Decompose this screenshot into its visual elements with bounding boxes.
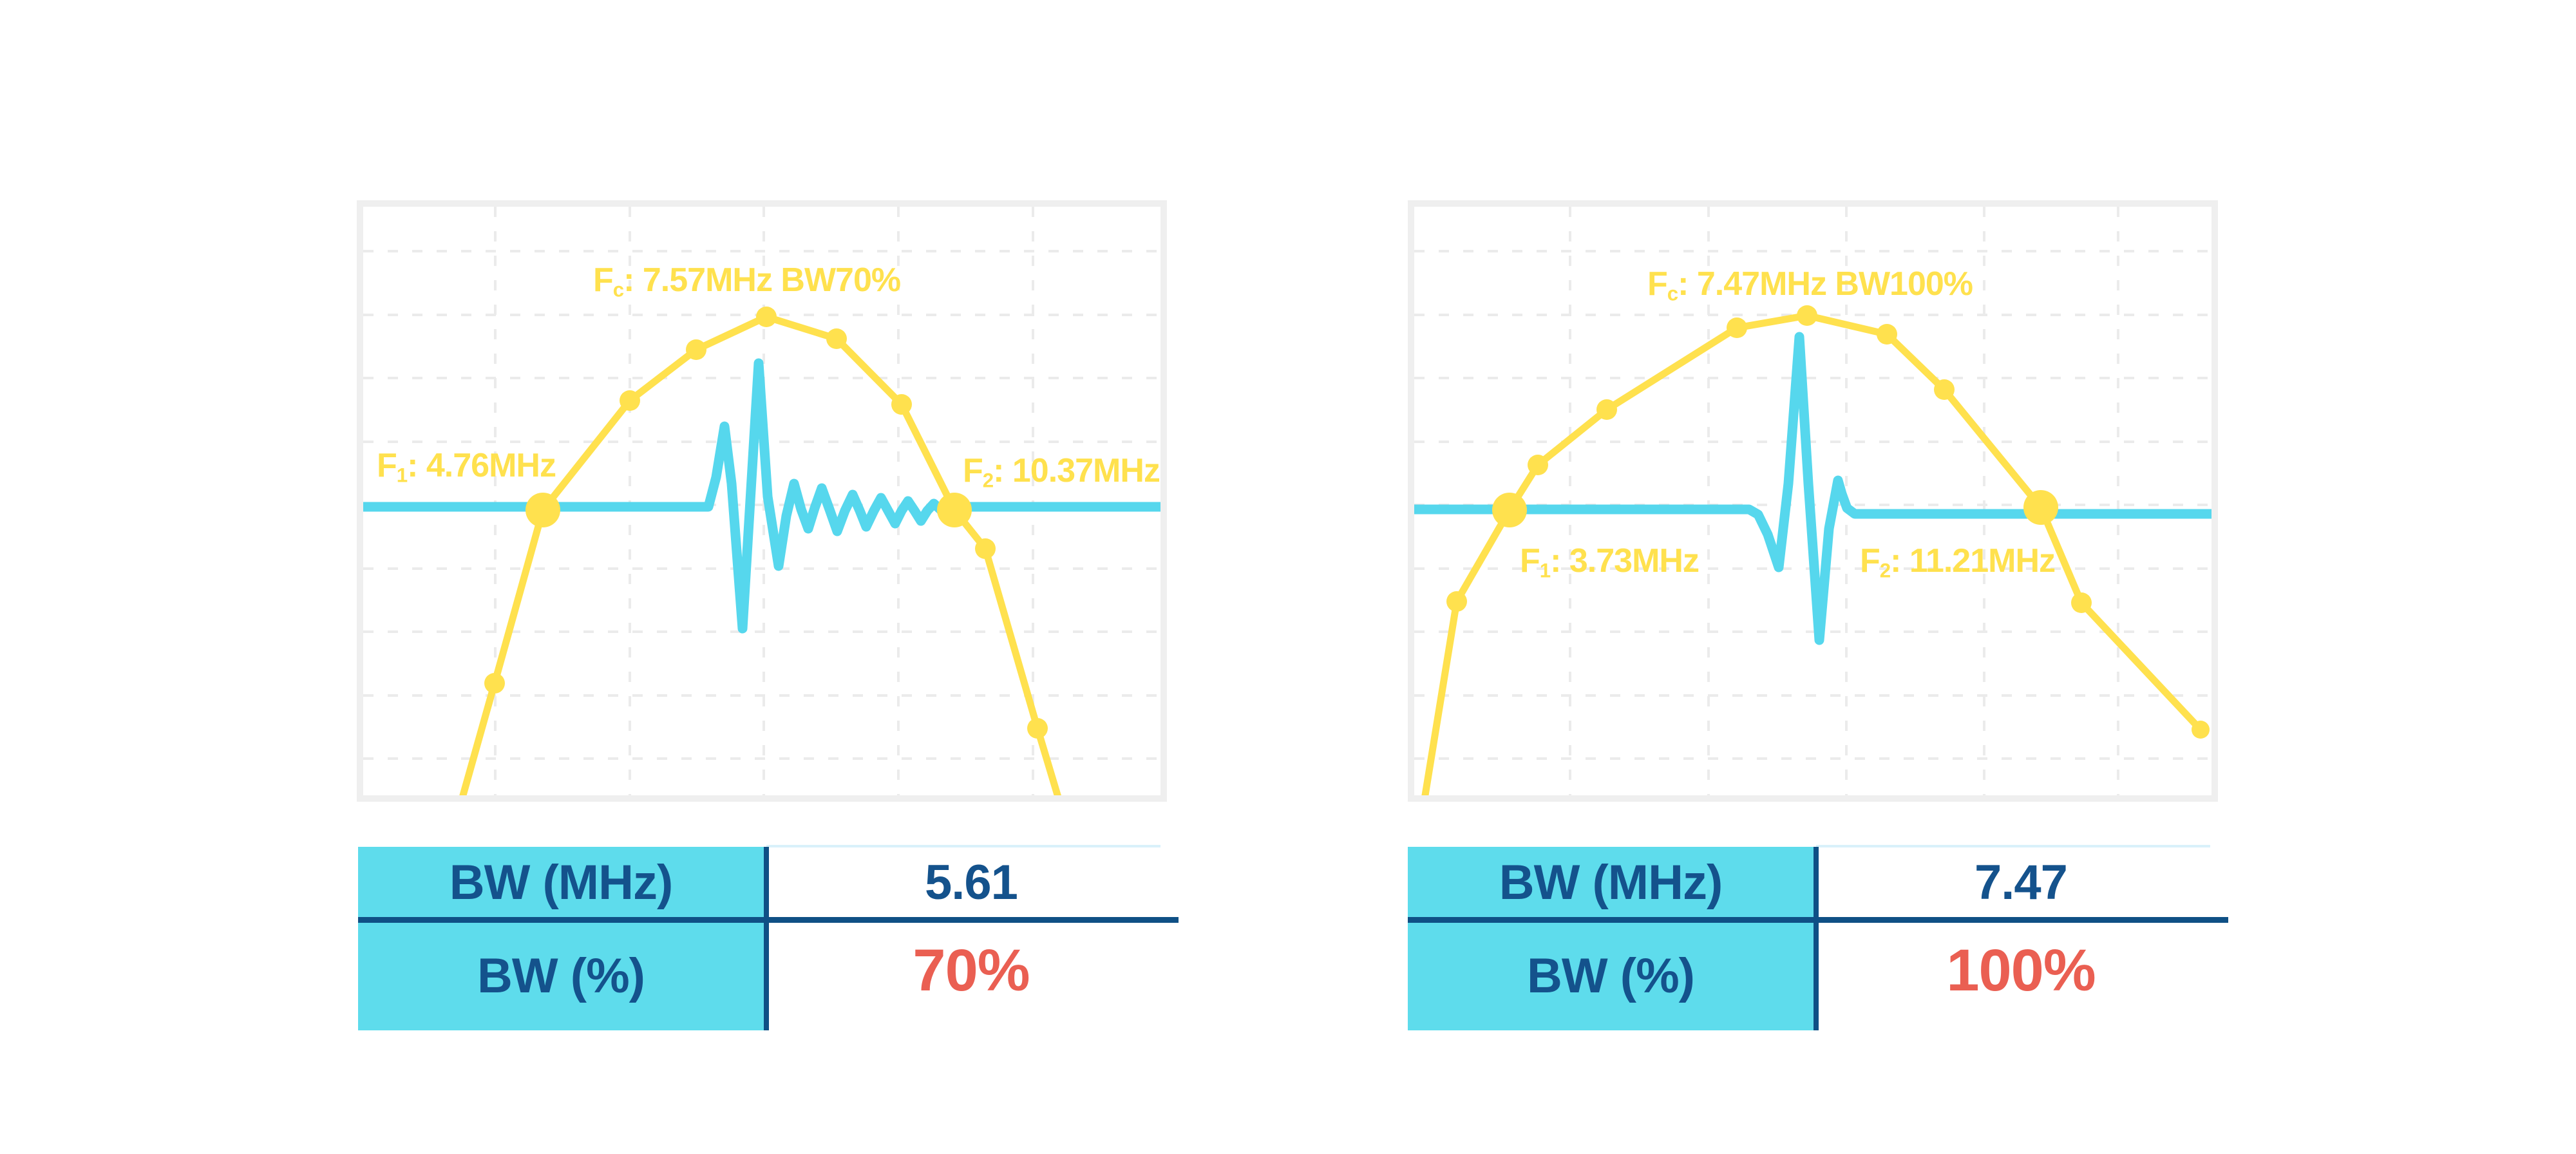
f2-annotation: F2: 10.37MHz	[963, 451, 1160, 492]
table-label-column	[358, 847, 764, 1030]
frequency-spectrum-curve	[459, 313, 1061, 795]
table-column-separator	[764, 847, 769, 1030]
bw-mhz-value: 5.61	[925, 855, 1018, 910]
f1-label-f: F	[1520, 542, 1540, 580]
fc-label-f: F	[1647, 265, 1668, 303]
spectrum-data-point	[2023, 490, 2058, 525]
spectrum-data-point	[891, 394, 912, 415]
fc-label-f: F	[593, 261, 614, 299]
bw-mhz-label: BW (MHz)	[1499, 855, 1723, 910]
spectrum-data-point	[1528, 455, 1548, 475]
f1-annotation: F1: 3.73MHz	[1520, 542, 1700, 582]
fc-label-value: : 7.47MHz BW100%	[1678, 265, 1973, 303]
f2-annotation: F2: 11.21MHz	[1860, 542, 2056, 582]
bw-percent-label: BW (%)	[1527, 948, 1695, 1003]
bandwidth-table-bw100: BW (MHz) 7.47 BW (%) 100%	[1408, 845, 2228, 1030]
f2-label-f: F	[963, 452, 983, 489]
spectrum-data-point	[1797, 305, 1817, 326]
f1-label-sub: 1	[1539, 559, 1551, 582]
spectrum-data-point	[756, 307, 777, 327]
bw-mhz-label: BW (MHz)	[449, 855, 674, 910]
spectrum-data-point	[1877, 324, 1897, 345]
fc-label-sub: c	[1667, 282, 1678, 305]
spectrum-data-point	[620, 390, 640, 411]
f2-label-value: : 10.37MHz	[993, 452, 1160, 489]
f2-label-f: F	[1860, 542, 1880, 580]
f2-label-sub: 2	[982, 469, 994, 492]
value-column-topline	[1816, 845, 2210, 847]
f1-label-value: : 4.76MHz	[407, 447, 556, 484]
spectrum-chart-bw70	[363, 207, 1160, 795]
spectrum-data-point	[937, 493, 972, 527]
fc-label-sub: c	[612, 278, 624, 301]
spectrum-chart-panel-bw70: Fc: 7.57MHz BW70% F1: 4.76MHz F2: 10.37M…	[357, 200, 1167, 802]
bw-percent-label: BW (%)	[477, 948, 645, 1003]
spectrum-data-point	[1934, 379, 1955, 400]
spectrum-data-point	[2071, 592, 2092, 613]
table-label-column	[1408, 847, 1814, 1030]
spectrum-data-point	[526, 493, 560, 527]
spectrum-data-point	[1596, 399, 1617, 420]
bandwidth-table-bw70: BW (MHz) 5.61 BW (%) 70%	[358, 845, 1179, 1030]
bw-percent-value: 100%	[1946, 937, 2096, 1003]
bw-percent-value: 70%	[913, 937, 1030, 1003]
fc-annotation: Fc: 7.47MHz BW100%	[1647, 265, 1973, 305]
spectrum-chart-bw100	[1414, 207, 2211, 795]
spectrum-markers	[1446, 305, 2210, 739]
spectrum-data-point	[1446, 591, 1467, 612]
spectrum-data-point	[1727, 317, 1747, 338]
f2-label-value: : 11.21MHz	[1890, 542, 2056, 580]
spectrum-markers	[484, 307, 1048, 739]
f2-label-sub: 2	[1879, 559, 1891, 582]
bw-mhz-value: 7.47	[1975, 855, 2068, 910]
f1-label-sub: 1	[396, 464, 408, 487]
pulse-echo-waveform	[363, 358, 1160, 634]
table-column-separator	[1814, 847, 1819, 1030]
spectrum-chart-panel-bw100: Fc: 7.47MHz BW100% F1: 3.73MHz F2: 11.21…	[1408, 200, 2218, 802]
spectrum-data-point	[1027, 718, 1048, 739]
fc-annotation: Fc: 7.57MHz BW70%	[593, 261, 901, 301]
f1-label-value: : 3.73MHz	[1550, 542, 1700, 580]
spectrum-data-point	[1492, 493, 1527, 527]
spectrum-data-point	[2192, 721, 2210, 739]
spectrum-data-point	[686, 339, 706, 360]
value-column-topline	[766, 845, 1160, 847]
pulse-echo-waveform	[1414, 332, 2211, 645]
f1-annotation: F1: 4.76MHz	[377, 446, 556, 487]
spectrum-data-point	[975, 538, 996, 559]
spectrum-data-point	[826, 328, 847, 349]
spectrum-data-point	[484, 673, 505, 694]
fc-label-value: : 7.57MHz BW70%	[623, 261, 901, 299]
f1-label-f: F	[377, 447, 397, 484]
